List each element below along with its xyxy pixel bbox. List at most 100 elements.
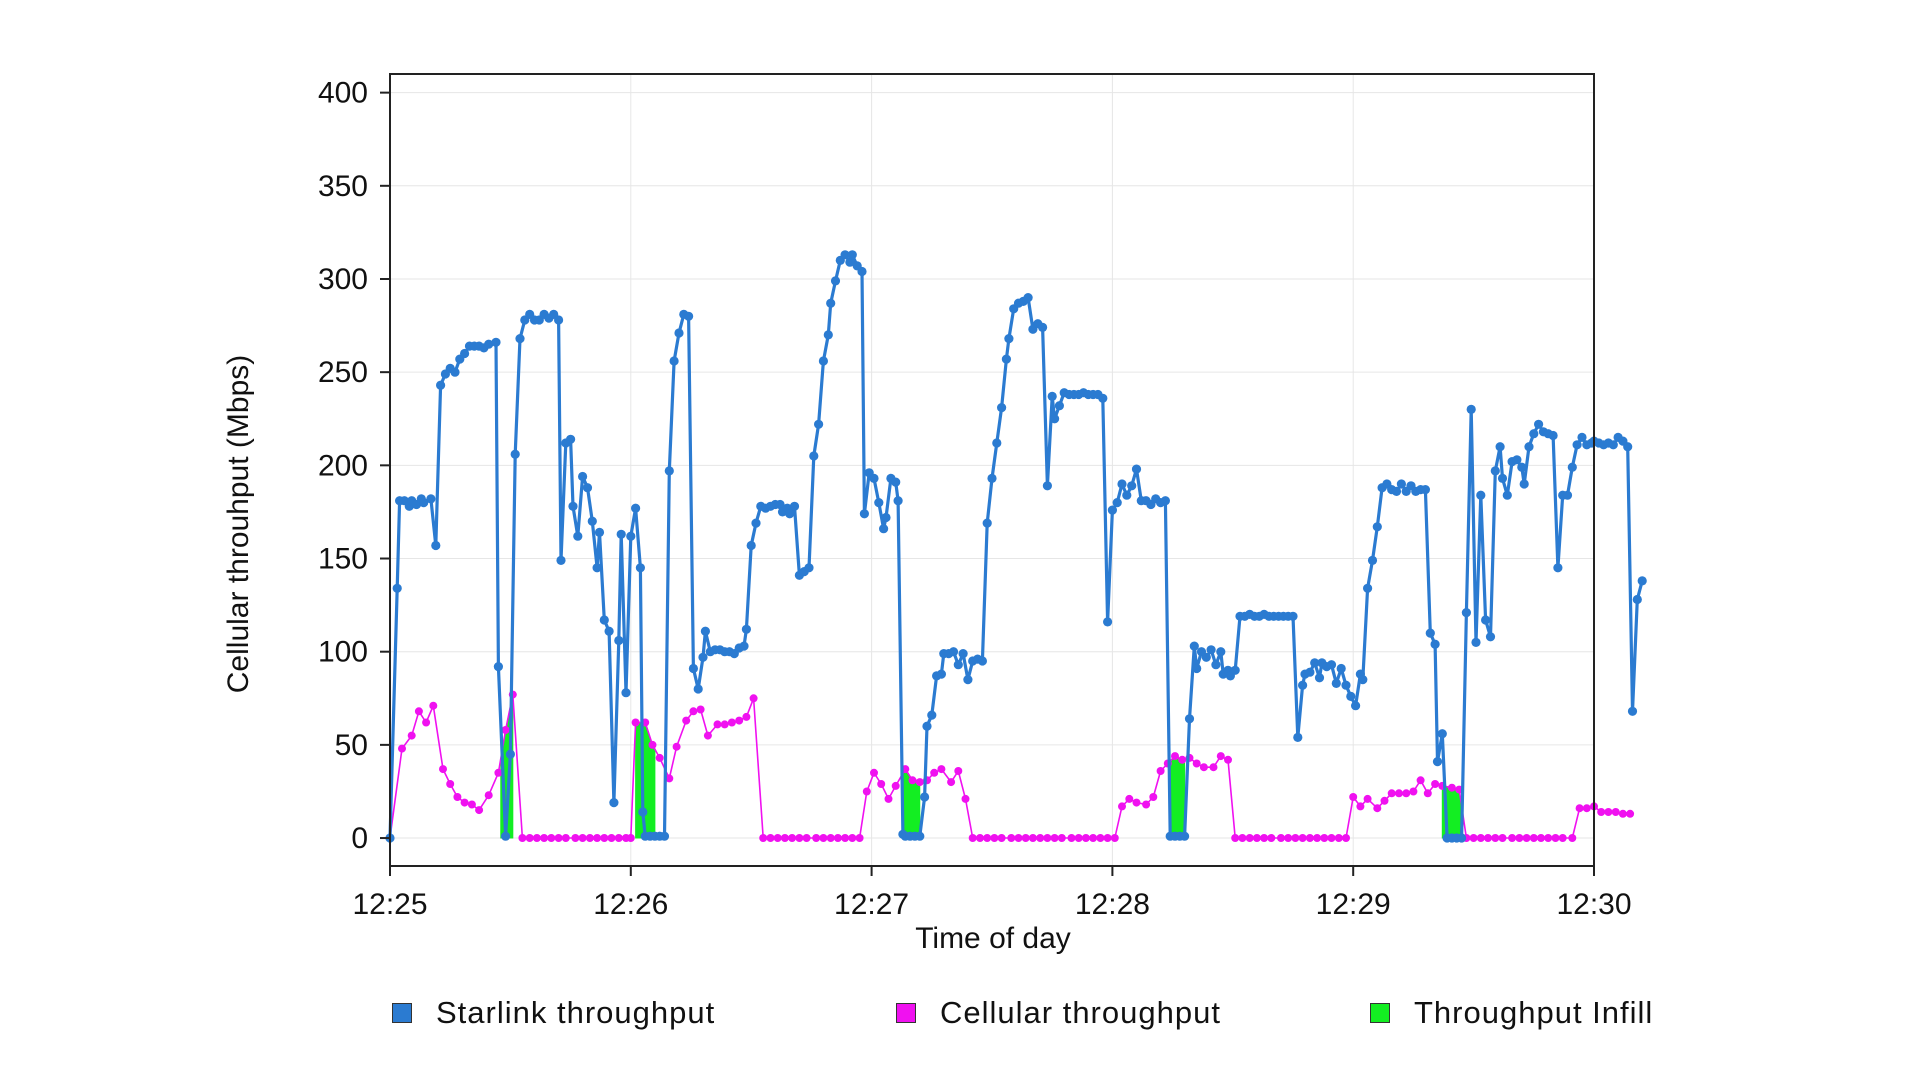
starlink-point (1425, 628, 1435, 638)
starlink-point (1054, 401, 1064, 411)
starlink-point (751, 518, 761, 528)
starlink-point (1420, 485, 1430, 495)
starlink-point (840, 250, 850, 260)
cellular-point (802, 834, 811, 842)
y-tick-label: 400 (318, 77, 368, 110)
cellular-point (1349, 793, 1358, 801)
x-tick-label: 12:29 (1316, 888, 1391, 921)
starlink-point (1047, 391, 1057, 401)
starlink-point (1396, 479, 1406, 489)
starlink-point (484, 339, 494, 349)
plot-frame (389, 73, 1595, 867)
starlink-point (587, 516, 597, 526)
cellular-point (1469, 834, 1478, 842)
starlink-point (674, 328, 684, 338)
starlink-point (1632, 594, 1642, 605)
starlink-point (510, 449, 520, 459)
cellular-point (1431, 780, 1440, 788)
cellular-point (1484, 834, 1492, 842)
starlink-point (953, 660, 963, 670)
cellular-point (1522, 834, 1531, 842)
cellular-point (1125, 794, 1134, 803)
starlink-point (594, 527, 605, 538)
cellular-point (1043, 834, 1052, 842)
starlink-point (614, 635, 624, 646)
cellular-point (773, 834, 782, 842)
legend-item-cellular: Cellular throughput (896, 995, 1221, 1031)
legend-swatch-cellular (896, 1003, 916, 1023)
cellular-point (1142, 800, 1151, 809)
starlink-point (987, 473, 997, 483)
starlink-point (845, 257, 855, 267)
labels-layer: Time of day Cellular throuhput (Mbps) 0 5… (222, 77, 1632, 955)
cellular-point (1021, 834, 1030, 842)
cellular-point (1277, 834, 1285, 842)
starlink-point (1293, 732, 1303, 743)
starlink-point (1127, 481, 1137, 491)
starlink-point (426, 494, 436, 504)
starlink-point (818, 356, 829, 366)
starlink-point (958, 649, 968, 659)
starlink-point (554, 315, 564, 325)
starlink-point (582, 483, 593, 493)
starlink-point (1490, 466, 1500, 476)
cellular-point (1498, 834, 1507, 842)
starlink-point (936, 669, 947, 679)
cellular-point (833, 834, 842, 842)
cellular-point (954, 767, 963, 775)
starlink-point (1336, 663, 1346, 674)
cellular-point (1558, 834, 1567, 842)
starlink-point (1562, 490, 1573, 500)
cellular-point (703, 731, 712, 740)
starlink-point (879, 524, 889, 534)
cellular-point (1409, 787, 1418, 796)
y-tick-label: 350 (318, 170, 368, 203)
starlink-point (859, 509, 870, 519)
starlink-point (659, 831, 670, 841)
cellular-point (795, 834, 804, 842)
starlink-point (1627, 706, 1638, 716)
starlink-point (1211, 660, 1221, 670)
starlink-point (1502, 490, 1512, 500)
starlink-line (388, 253, 1644, 840)
cellular-point (1199, 763, 1208, 772)
legend-item-infill: Throughput Infill (1370, 995, 1653, 1031)
starlink-point (635, 563, 646, 573)
cellular-point (501, 726, 510, 734)
cellular-point (1171, 752, 1179, 761)
cellular-point (749, 694, 758, 703)
cellular-point (735, 716, 744, 725)
cellular-point (1327, 834, 1336, 842)
cellular-point (1508, 834, 1517, 842)
starlink-point (1430, 639, 1440, 649)
cellular-point (877, 780, 886, 788)
cellular-point (1356, 802, 1365, 811)
starlink-point (1331, 678, 1341, 689)
cellular-point (780, 834, 789, 842)
cellular-point (1575, 804, 1584, 813)
cellular-point (908, 776, 917, 785)
cellular-point (1209, 763, 1218, 772)
cellular-point (525, 834, 534, 842)
cellular-point (1028, 834, 1037, 842)
starlink-point (1107, 505, 1117, 515)
starlink-point (1485, 632, 1496, 642)
axes-layer (380, 73, 1595, 876)
starlink-point (1457, 833, 1467, 843)
cellular-point (1178, 755, 1187, 764)
starlink-point (1298, 680, 1308, 690)
starlink-point (1637, 576, 1647, 586)
y-tick-label: 200 (318, 449, 368, 482)
y-tick-label: 0 (351, 822, 368, 855)
cellular-point (1373, 804, 1382, 813)
starlink-point (830, 276, 841, 286)
starlink-point (1466, 404, 1476, 414)
starlink-point (927, 710, 937, 720)
cellular-point (1568, 834, 1577, 842)
cellular-point (407, 731, 416, 740)
cellular-point (518, 834, 527, 842)
starlink-point (1131, 464, 1142, 474)
cellular-point (1313, 834, 1322, 842)
starlink-point (997, 403, 1007, 413)
starlink-point (1160, 496, 1170, 506)
